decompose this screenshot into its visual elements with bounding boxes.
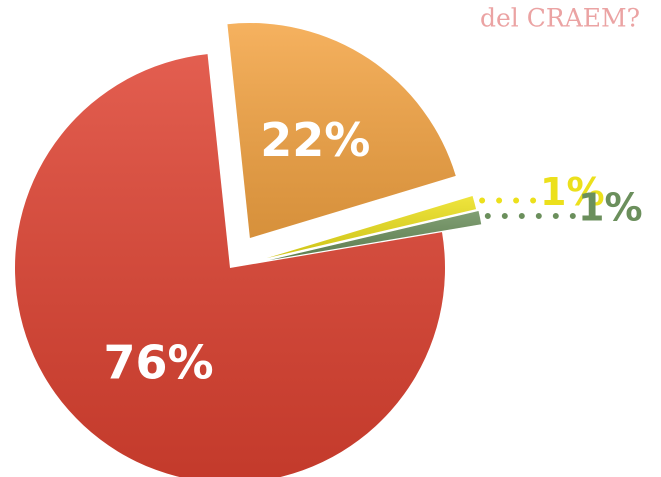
data-label: 1% (540, 170, 605, 214)
data-label: 76% (103, 336, 213, 390)
data-label: 22% (260, 113, 370, 167)
chart-title: del CRAEM? (480, 4, 640, 33)
data-label: 1% (578, 186, 643, 230)
